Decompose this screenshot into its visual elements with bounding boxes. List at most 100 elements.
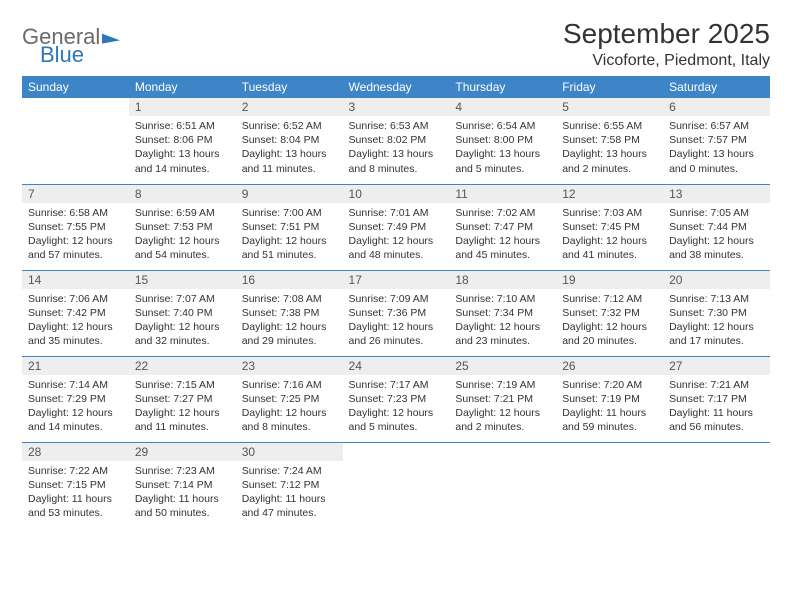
day-number: 7 [22,185,129,203]
calendar-day-cell: 13Sunrise: 7:05 AMSunset: 7:44 PMDayligh… [663,184,770,270]
daylight-text: Daylight: 12 hours and 57 minutes. [28,234,123,262]
day-number: 21 [22,357,129,375]
calendar-day-cell: 11Sunrise: 7:02 AMSunset: 7:47 PMDayligh… [449,184,556,270]
sunset-text: Sunset: 7:29 PM [28,392,123,406]
daylight-text: Daylight: 12 hours and 38 minutes. [669,234,764,262]
sunset-text: Sunset: 7:55 PM [28,220,123,234]
day-number: 5 [556,98,663,116]
day-body: Sunrise: 7:00 AMSunset: 7:51 PMDaylight:… [236,203,343,267]
day-number: 9 [236,185,343,203]
daylight-text: Daylight: 13 hours and 0 minutes. [669,147,764,175]
sunrise-text: Sunrise: 6:57 AM [669,119,764,133]
day-number: 13 [663,185,770,203]
sunset-text: Sunset: 7:30 PM [669,306,764,320]
calendar-day-cell: 27Sunrise: 7:21 AMSunset: 7:17 PMDayligh… [663,356,770,442]
sunrise-text: Sunrise: 6:55 AM [562,119,657,133]
sunset-text: Sunset: 8:00 PM [455,133,550,147]
sunrise-text: Sunrise: 6:58 AM [28,206,123,220]
daylight-text: Daylight: 12 hours and 29 minutes. [242,320,337,348]
day-number: 24 [343,357,450,375]
brand-word-2: Blue [40,44,100,66]
sunrise-text: Sunrise: 7:16 AM [242,378,337,392]
day-header: Sunday [22,76,129,98]
calendar-day-cell: 20Sunrise: 7:13 AMSunset: 7:30 PMDayligh… [663,270,770,356]
daylight-text: Daylight: 12 hours and 20 minutes. [562,320,657,348]
day-header: Tuesday [236,76,343,98]
day-number: 29 [129,443,236,461]
title-block: September 2025 Vicoforte, Piedmont, Ital… [563,18,770,70]
page-subtitle: Vicoforte, Piedmont, Italy [563,52,770,70]
daylight-text: Daylight: 13 hours and 8 minutes. [349,147,444,175]
calendar-day-cell: 16Sunrise: 7:08 AMSunset: 7:38 PMDayligh… [236,270,343,356]
sunrise-text: Sunrise: 7:09 AM [349,292,444,306]
daylight-text: Daylight: 12 hours and 48 minutes. [349,234,444,262]
sunset-text: Sunset: 7:44 PM [669,220,764,234]
calendar-day-cell: 25Sunrise: 7:19 AMSunset: 7:21 PMDayligh… [449,356,556,442]
daylight-text: Daylight: 12 hours and 8 minutes. [242,406,337,434]
sunrise-text: Sunrise: 7:03 AM [562,206,657,220]
sunset-text: Sunset: 7:49 PM [349,220,444,234]
day-number: 4 [449,98,556,116]
daylight-text: Daylight: 12 hours and 11 minutes. [135,406,230,434]
calendar-day-cell: 24Sunrise: 7:17 AMSunset: 7:23 PMDayligh… [343,356,450,442]
sunrise-text: Sunrise: 7:17 AM [349,378,444,392]
sunset-text: Sunset: 7:17 PM [669,392,764,406]
brand-logo: General Blue [22,26,120,66]
day-body: Sunrise: 7:19 AMSunset: 7:21 PMDaylight:… [449,375,556,439]
day-body: Sunrise: 6:59 AMSunset: 7:53 PMDaylight:… [129,203,236,267]
calendar-day-cell: 5Sunrise: 6:55 AMSunset: 7:58 PMDaylight… [556,98,663,184]
calendar-day-cell [556,442,663,528]
day-body: Sunrise: 7:20 AMSunset: 7:19 PMDaylight:… [556,375,663,439]
calendar-day-cell [449,442,556,528]
day-body: Sunrise: 6:57 AMSunset: 7:57 PMDaylight:… [663,116,770,180]
sunrise-text: Sunrise: 7:21 AM [669,378,764,392]
day-header: Monday [129,76,236,98]
calendar-day-cell: 8Sunrise: 6:59 AMSunset: 7:53 PMDaylight… [129,184,236,270]
day-number: 30 [236,443,343,461]
page-title: September 2025 [563,18,770,50]
day-number: 28 [22,443,129,461]
day-body: Sunrise: 7:22 AMSunset: 7:15 PMDaylight:… [22,461,129,525]
day-number: 16 [236,271,343,289]
day-body: Sunrise: 6:54 AMSunset: 8:00 PMDaylight:… [449,116,556,180]
sunrise-text: Sunrise: 7:14 AM [28,378,123,392]
calendar-day-cell: 9Sunrise: 7:00 AMSunset: 7:51 PMDaylight… [236,184,343,270]
calendar-table: Sunday Monday Tuesday Wednesday Thursday… [22,76,770,528]
daylight-text: Daylight: 12 hours and 45 minutes. [455,234,550,262]
day-body: Sunrise: 7:15 AMSunset: 7:27 PMDaylight:… [129,375,236,439]
day-body: Sunrise: 7:24 AMSunset: 7:12 PMDaylight:… [236,461,343,525]
daylight-text: Daylight: 11 hours and 53 minutes. [28,492,123,520]
day-body: Sunrise: 7:08 AMSunset: 7:38 PMDaylight:… [236,289,343,353]
daylight-text: Daylight: 11 hours and 50 minutes. [135,492,230,520]
daylight-text: Daylight: 12 hours and 35 minutes. [28,320,123,348]
sunrise-text: Sunrise: 7:00 AM [242,206,337,220]
day-body: Sunrise: 7:02 AMSunset: 7:47 PMDaylight:… [449,203,556,267]
day-body: Sunrise: 7:21 AMSunset: 7:17 PMDaylight:… [663,375,770,439]
day-number: 19 [556,271,663,289]
sunrise-text: Sunrise: 7:13 AM [669,292,764,306]
brand-triangle-icon [102,30,120,43]
calendar-day-cell: 17Sunrise: 7:09 AMSunset: 7:36 PMDayligh… [343,270,450,356]
day-number: 2 [236,98,343,116]
sunrise-text: Sunrise: 7:07 AM [135,292,230,306]
calendar-week-row: 1Sunrise: 6:51 AMSunset: 8:06 PMDaylight… [22,98,770,184]
sunset-text: Sunset: 7:47 PM [455,220,550,234]
day-body: Sunrise: 7:23 AMSunset: 7:14 PMDaylight:… [129,461,236,525]
daylight-text: Daylight: 12 hours and 17 minutes. [669,320,764,348]
sunset-text: Sunset: 7:23 PM [349,392,444,406]
calendar-day-cell: 29Sunrise: 7:23 AMSunset: 7:14 PMDayligh… [129,442,236,528]
day-header: Thursday [449,76,556,98]
calendar-page: General Blue September 2025 Vicoforte, P… [0,0,792,540]
calendar-day-cell: 6Sunrise: 6:57 AMSunset: 7:57 PMDaylight… [663,98,770,184]
daylight-text: Daylight: 11 hours and 47 minutes. [242,492,337,520]
day-number: 25 [449,357,556,375]
day-body: Sunrise: 6:55 AMSunset: 7:58 PMDaylight:… [556,116,663,180]
sunset-text: Sunset: 7:58 PM [562,133,657,147]
sunset-text: Sunset: 7:12 PM [242,478,337,492]
calendar-day-cell: 12Sunrise: 7:03 AMSunset: 7:45 PMDayligh… [556,184,663,270]
calendar-day-cell: 3Sunrise: 6:53 AMSunset: 8:02 PMDaylight… [343,98,450,184]
sunset-text: Sunset: 7:45 PM [562,220,657,234]
calendar-day-cell: 7 Sunrise: 6:58 AMSunset: 7:55 PMDaylight… [22,184,129,270]
day-number: 17 [343,271,450,289]
day-number: 12 [556,185,663,203]
